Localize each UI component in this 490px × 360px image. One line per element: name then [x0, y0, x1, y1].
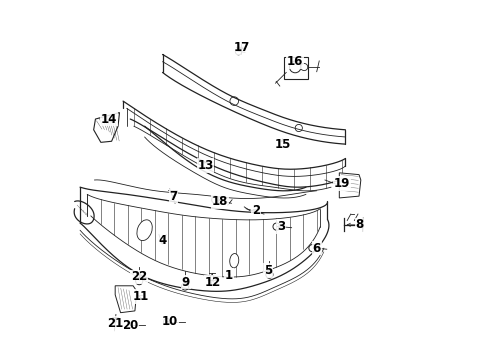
Text: 16: 16 — [287, 55, 303, 68]
Polygon shape — [115, 286, 137, 313]
Text: 9: 9 — [182, 276, 190, 289]
Text: 12: 12 — [205, 276, 221, 289]
Polygon shape — [339, 173, 361, 198]
Text: 11: 11 — [133, 290, 149, 303]
Text: 19: 19 — [334, 177, 350, 190]
Ellipse shape — [230, 253, 239, 268]
Text: 22: 22 — [131, 270, 147, 283]
Text: 21: 21 — [107, 317, 123, 330]
Text: 8: 8 — [356, 218, 364, 231]
Text: 7: 7 — [169, 190, 177, 203]
FancyBboxPatch shape — [285, 57, 308, 79]
Text: 15: 15 — [274, 138, 291, 150]
Text: 13: 13 — [197, 159, 214, 172]
Text: 14: 14 — [100, 113, 117, 126]
Text: 10: 10 — [162, 315, 178, 328]
Text: 5: 5 — [264, 264, 272, 277]
Text: 20: 20 — [122, 319, 138, 332]
Text: 1: 1 — [225, 269, 233, 282]
Text: 2: 2 — [252, 204, 260, 217]
Text: 17: 17 — [233, 41, 249, 54]
Text: 4: 4 — [158, 234, 167, 247]
Text: 3: 3 — [277, 220, 285, 233]
Text: 6: 6 — [313, 242, 321, 255]
Text: 18: 18 — [212, 195, 228, 208]
Ellipse shape — [137, 220, 152, 240]
Polygon shape — [208, 274, 216, 280]
Polygon shape — [94, 113, 120, 142]
